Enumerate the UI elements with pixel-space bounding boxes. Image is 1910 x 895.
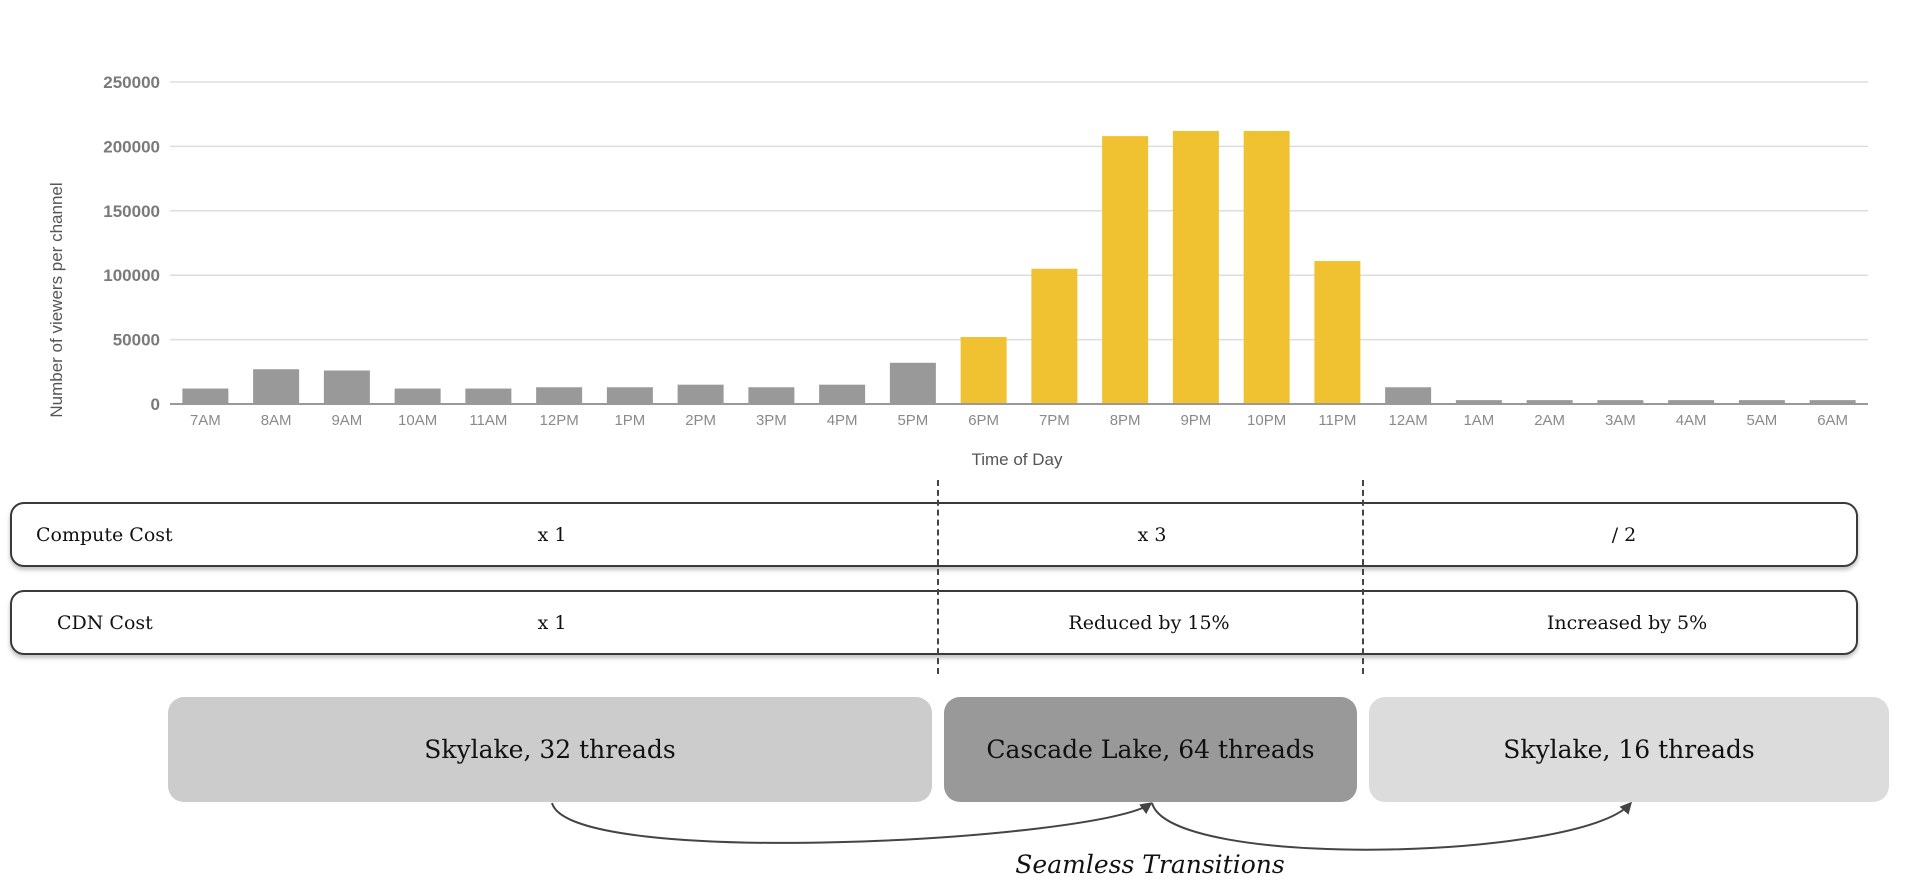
cdn-cost-row: CDN Cost x 1 Reduced by 15% Increased by… [10, 590, 1858, 655]
x-tick-label: 5PM [897, 412, 928, 429]
y-tick-label: 50000 [113, 331, 160, 350]
x-axis-label: Time of Day [971, 450, 1063, 469]
x-tick-label: 8PM [1110, 412, 1141, 429]
x-tick-label: 4PM [827, 412, 858, 429]
cdn-cost-peak: Reduced by 15% [1068, 611, 1230, 634]
x-tick-label: 6PM [968, 412, 999, 429]
bar-3pm [748, 387, 795, 404]
y-tick-label: 250000 [103, 73, 160, 92]
bar-9am [323, 370, 370, 404]
x-tick-label: 3AM [1605, 412, 1636, 429]
x-tick-label: 10PM [1247, 412, 1286, 429]
compute-cost-day: x 1 [537, 523, 567, 546]
x-tick-label: 2PM [685, 412, 716, 429]
bar-1am [1455, 400, 1502, 404]
bar-12pm [536, 387, 583, 404]
hardware-box-skylake-16: Skylake, 16 threads [1369, 697, 1889, 802]
compute-cost-row: Compute Cost x 1 x 3 / 2 [10, 502, 1858, 567]
x-tick-label: 1PM [614, 412, 645, 429]
bar-4pm [819, 384, 866, 404]
y-tick-label: 150000 [103, 202, 160, 221]
hardware-label: Cascade Lake, 64 threads [986, 735, 1315, 764]
x-tick-label: 9AM [331, 412, 362, 429]
bar-6pm [960, 337, 1007, 404]
bar-11pm [1314, 261, 1361, 404]
x-tick-label: 7PM [1039, 412, 1070, 429]
viewers-bar-chart: 7AM 8AM 9AM 10AM 11AM 12PM 1PM 2PM 3PM 4PM 5PM 6PM 7… [47, 73, 1868, 469]
x-tick-label: 8AM [261, 412, 292, 429]
cdn-cost-night: Increased by 5% [1546, 611, 1708, 634]
hardware-box-skylake-32: Skylake, 32 threads [168, 697, 932, 802]
bar-7pm [1031, 268, 1078, 404]
y-axis-label: Number of viewers per channel [47, 182, 66, 417]
bar-12am [1385, 387, 1432, 404]
hardware-box-cascade-lake-64: Cascade Lake, 64 threads [944, 697, 1357, 802]
compute-cost-label: Compute Cost [36, 523, 173, 546]
x-tick-label: 12PM [540, 412, 579, 429]
hardware-label: Skylake, 16 threads [1503, 735, 1755, 764]
transition-arrow-1 [551, 802, 1153, 844]
x-tick-label: 6AM [1817, 412, 1848, 429]
chart-bars [182, 130, 1856, 404]
chart-y-ticks: 0 50000 100000 150000 200000 250000 [103, 73, 160, 414]
bar-5pm [889, 362, 936, 404]
x-tick-label: 9PM [1180, 412, 1211, 429]
chart-gridlines [170, 81, 1868, 341]
seamless-transitions-label: Seamless Transitions [1015, 850, 1285, 879]
bar-7am [182, 388, 229, 404]
bar-1pm [606, 387, 653, 404]
transition-arrow-2 [1151, 801, 1633, 851]
peak-end-divider [1362, 480, 1364, 674]
x-tick-label: 3PM [756, 412, 787, 429]
bar-5am [1738, 400, 1785, 404]
bar-4am [1668, 400, 1715, 404]
x-tick-label: 4AM [1676, 412, 1707, 429]
x-tick-label: 11PM [1318, 412, 1356, 429]
chart-x-ticks: 7AM 8AM 9AM 10AM 11AM 12PM 1PM 2PM 3PM 4PM 5PM 6PM 7… [190, 412, 1848, 429]
hardware-label: Skylake, 32 threads [424, 735, 676, 764]
x-tick-label: 1AM [1463, 412, 1494, 429]
bar-10pm [1243, 130, 1290, 404]
bar-10am [394, 388, 441, 404]
bar-9pm [1172, 130, 1219, 404]
bar-8pm [1102, 136, 1149, 404]
compute-cost-peak: x 3 [1137, 523, 1167, 546]
x-tick-label: 11AM [469, 412, 507, 429]
compute-cost-night: / 2 [1611, 523, 1637, 546]
bar-11am [465, 388, 512, 404]
bar-3am [1597, 400, 1644, 404]
peak-start-divider [937, 480, 939, 674]
x-tick-label: 12AM [1389, 412, 1428, 429]
x-tick-label: 7AM [190, 412, 221, 429]
x-tick-label: 10AM [398, 412, 437, 429]
y-tick-label: 100000 [103, 266, 160, 285]
cdn-cost-label: CDN Cost [57, 611, 153, 634]
bar-2pm [677, 384, 724, 404]
bar-6am [1809, 400, 1856, 404]
x-tick-label: 5AM [1746, 412, 1777, 429]
bar-8am [253, 369, 300, 404]
y-tick-label: 0 [151, 395, 160, 414]
y-tick-label: 200000 [103, 137, 160, 156]
bar-2am [1526, 400, 1573, 404]
cdn-cost-day: x 1 [537, 611, 567, 634]
x-tick-label: 2AM [1534, 412, 1565, 429]
